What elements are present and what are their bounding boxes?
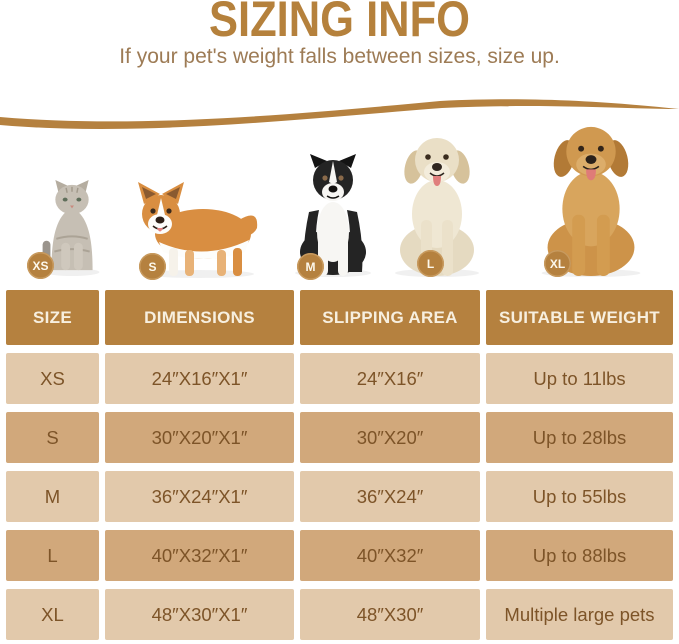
header-cell-dimensions: DIMENSIONS — [105, 290, 294, 345]
cell-xs-suitable-weight: Up to 11lbs — [486, 353, 673, 404]
xs-size-badge: XS — [27, 252, 54, 279]
header-cell-suitable-weight: SUITABLE WEIGHT — [486, 290, 673, 345]
cell-m-slipping-area: 36″X24″ — [300, 471, 480, 522]
sizing-table: SIZE DIMENSIONS SLIPPING AREA SUITABLE W… — [6, 290, 673, 640]
page-subtitle: If your pet's weight falls between sizes… — [119, 45, 560, 68]
m-border-collie-image — [288, 154, 378, 278]
golden-retriever-illustration — [541, 126, 641, 278]
xl-size-badge: XL — [544, 250, 571, 277]
cell-l-suitable-weight: Up to 88lbs — [486, 530, 673, 581]
decorative-wave-divider — [0, 99, 679, 129]
cell-s-size: S — [6, 412, 99, 463]
cell-l-size: L — [6, 530, 99, 581]
cell-l-dimensions: 40″X32″X1″ — [105, 530, 294, 581]
cell-m-dimensions: 36″X24″X1″ — [105, 471, 294, 522]
xl-golden-retriever-image — [532, 122, 650, 278]
m-size-badge: M — [297, 253, 324, 280]
cell-xs-size: XS — [6, 353, 99, 404]
header-cell-slipping-area: SLIPPING AREA — [300, 290, 480, 345]
cell-xl-suitable-weight: Multiple large pets — [486, 589, 673, 640]
cell-m-size: M — [6, 471, 99, 522]
cell-xs-dimensions: 24″X16″X1″ — [105, 353, 294, 404]
header-cell-size: SIZE — [6, 290, 99, 345]
cell-xl-dimensions: 48″X30″X1″ — [105, 589, 294, 640]
cell-xl-slipping-area: 48″X30″ — [300, 589, 480, 640]
cell-l-slipping-area: 40″X32″ — [300, 530, 480, 581]
cell-s-slipping-area: 30″X20″ — [300, 412, 480, 463]
border-collie-illustration — [295, 154, 371, 277]
cell-xl-size: XL — [6, 589, 99, 640]
page-title: SIZING INFO — [209, 0, 471, 47]
cell-s-suitable-weight: Up to 28lbs — [486, 412, 673, 463]
l-size-badge: L — [417, 250, 444, 277]
corgi-illustration — [138, 182, 258, 278]
cell-s-dimensions: 30″X20″X1″ — [105, 412, 294, 463]
cell-m-suitable-weight: Up to 55lbs — [486, 471, 673, 522]
s-size-badge: S — [139, 253, 166, 280]
s-corgi-image — [126, 182, 264, 278]
xs-cat-image — [40, 180, 104, 278]
cell-xs-slipping-area: 24″X16″ — [300, 353, 480, 404]
cat-illustration — [42, 180, 100, 277]
